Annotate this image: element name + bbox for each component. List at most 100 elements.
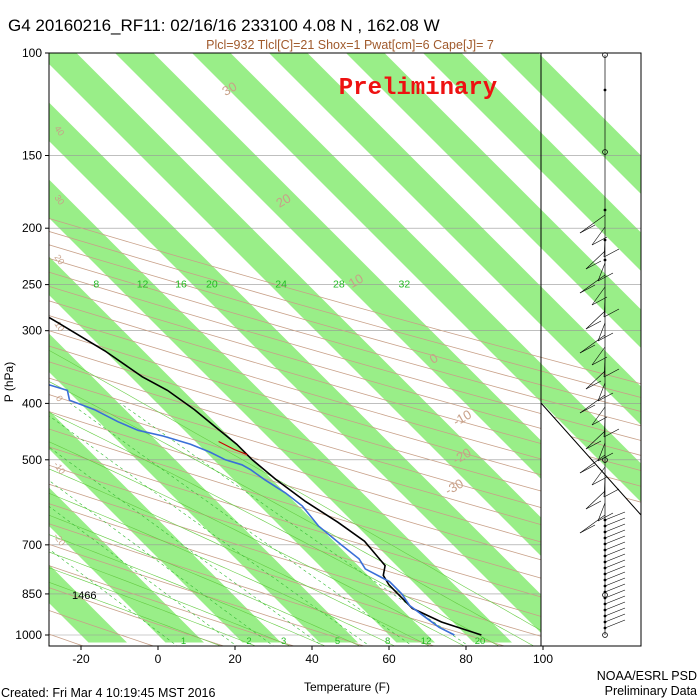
moist-adiabat [49,551,292,646]
wind-point [603,602,607,606]
temperature-band [49,179,512,643]
wind-barb [604,523,626,533]
temperature-band [115,53,641,579]
wind-barb [579,334,606,354]
wind-point [603,536,607,540]
y-tick-label: 850 [22,587,42,601]
moist-adiabat [49,381,535,646]
y-tick-label: 1000 [15,628,42,642]
dry-adiabat [49,411,641,589]
wind-barb [585,430,606,450]
dry-adiabat [49,218,641,385]
temperature-band [500,53,641,194]
mixing-ratio-label: 32 [399,279,411,291]
wind-barb-flag [579,464,596,474]
wind-barb [604,613,626,623]
wind-barb-flag [579,524,596,534]
x-tick-label: 60 [382,652,396,666]
wind-barb [585,250,606,270]
wind-barb [604,619,626,629]
wind-barb-flag [603,428,620,438]
temperature-band [49,410,281,643]
wind-barb-flag [603,368,620,378]
wind-barb-flag [597,512,614,522]
temperature-band [49,564,127,643]
wind-barb-flag [579,284,596,294]
wind-barb-flag [585,260,602,270]
wind-barb-flag [585,320,602,330]
y-tick-label: 100 [22,46,42,60]
wind-point [603,258,607,262]
wind-point [603,560,607,564]
mixing-ratio-line [120,403,470,646]
x-tick-label: -20 [72,652,90,666]
y-axis-label: P (hPa) [2,362,16,402]
theta-e-label: -10 [450,407,474,429]
mixing-ratio-bottom-label: 3 [281,636,286,647]
mixing-ratio-label: 28 [333,279,345,291]
wind-barb [604,553,626,563]
temperature-band [49,333,358,643]
wind-barbs [579,52,626,638]
wind-barb [579,274,606,294]
wind-barb [604,511,626,521]
theta-left-label: 10 [52,319,66,333]
wind-barb-flag [591,476,608,486]
mixing-ratio-bottom-label: 12 [421,636,432,647]
dry-adiabat [49,464,641,646]
wind-barb [604,565,626,575]
wind-barb [591,466,606,486]
mixing-ratio-bottom-label: 8 [385,636,390,647]
preliminary-data-note: Preliminary Data [605,684,697,698]
wind-barb [585,370,606,390]
wind-barb-flag [579,344,596,354]
parcel-segment [218,440,248,456]
wind-point [603,608,607,612]
x-tick-label: 0 [155,652,162,666]
plot-frame [48,52,642,647]
mixing-ratio-label: 12 [137,279,149,291]
wind-barb [591,226,606,246]
wind-point [603,590,607,594]
wind-point [603,614,607,618]
wind-barb [591,406,606,426]
dry-adiabat [49,361,641,536]
moist-adiabat [49,411,500,646]
dry-adiabat [49,258,641,427]
x-tick-label: 80 [459,652,473,666]
temperature-band [346,53,641,348]
dry-adiabat [49,633,85,646]
wind-barb [604,589,626,599]
mixing-ratio-lines [49,403,470,646]
mixing-ratio-line [49,480,275,646]
wind-barb [604,517,626,527]
wind-barb-flag [579,224,596,234]
wind-point [603,578,607,582]
wind-barb [603,298,606,318]
wind-point [603,542,607,546]
wind-barb-flag [597,452,614,462]
x-axis-label: Temperature (F) [304,680,390,694]
wind-barb [604,583,626,593]
wind-point [603,626,607,630]
wind-barb-flag [585,380,602,390]
x-tick-label: 100 [533,652,553,666]
y-tick-label: 150 [22,148,42,162]
organization-label: NOAA/ESRL PSD [597,669,697,683]
y-tick-label: 200 [22,221,42,235]
theta-left-label: 30 [52,193,66,207]
mixing-ratio-label: 16 [175,279,187,291]
wind-barb-flag [597,332,614,342]
theta-e-label: -30 [442,476,466,498]
wind-barb [597,382,606,402]
moist-adiabat [49,441,465,646]
pressure-axis: 100 150 200 250 300 400 500 700 850 1000 [15,46,49,642]
wind-barb [603,238,606,258]
mixing-ratio-bottom-label: 20 [475,636,486,647]
wind-point [603,88,607,92]
moist-adiabat [49,349,569,646]
x-tick-label: 20 [228,652,242,666]
wind-barb [591,286,606,306]
moist-adiabat [49,581,222,646]
